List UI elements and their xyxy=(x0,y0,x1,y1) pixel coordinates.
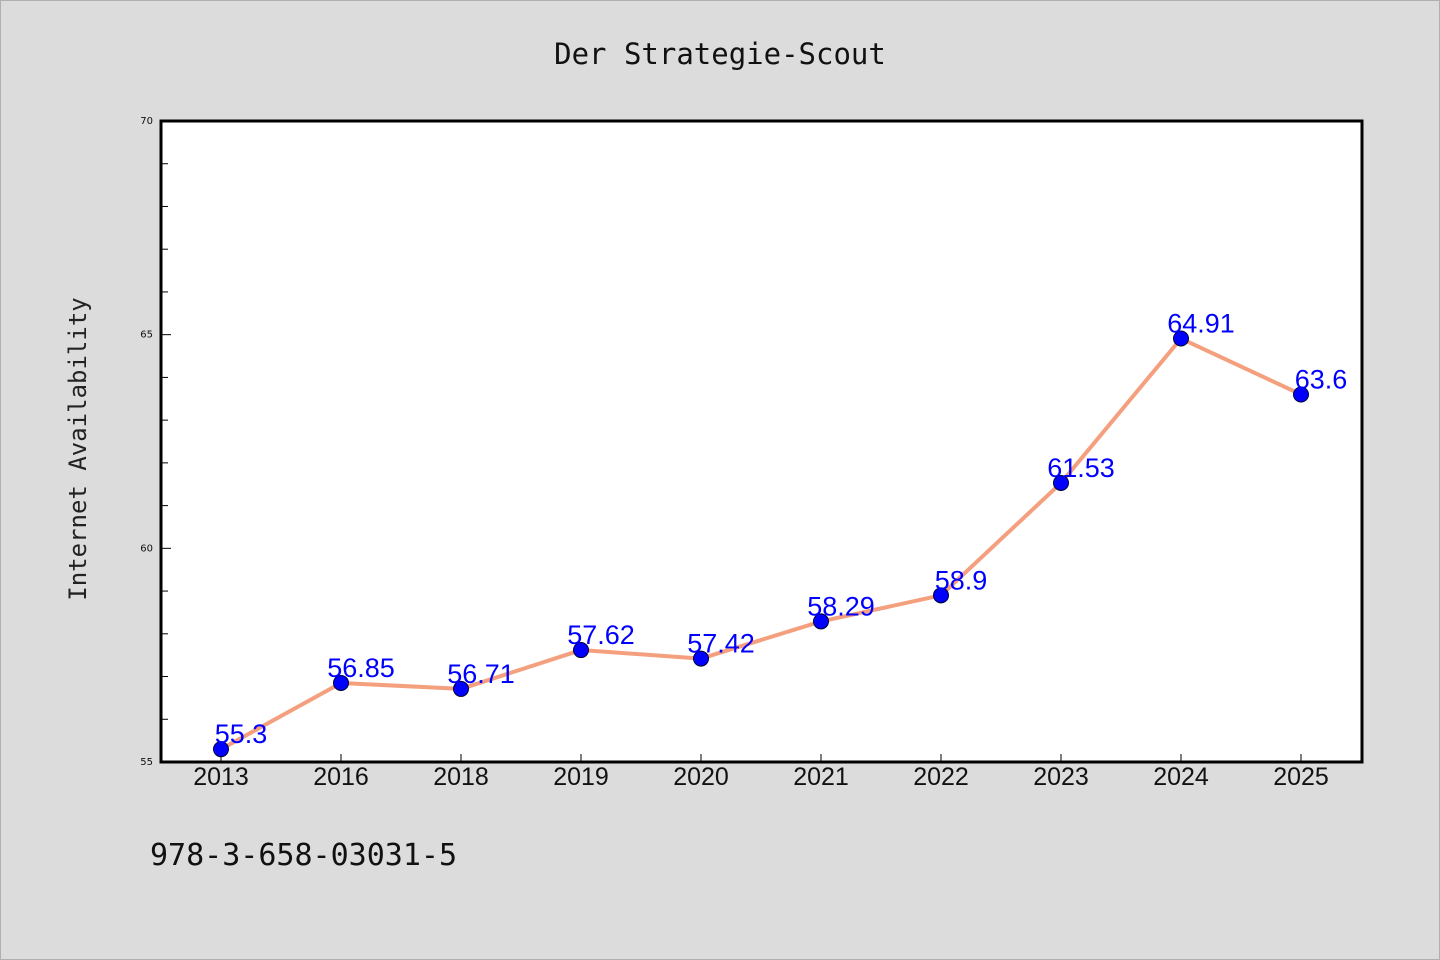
data-point xyxy=(333,674,349,691)
data-label: 61.53 xyxy=(1047,453,1115,483)
x-tick-label: 2024 xyxy=(1153,763,1209,791)
y-tick-label: 70 xyxy=(140,116,153,127)
footer-isbn: 978-3-658-03031-5 xyxy=(150,838,457,873)
x-tick-label: 2016 xyxy=(313,763,369,791)
data-point xyxy=(453,680,469,697)
x-tick-label: 2023 xyxy=(1033,763,1089,791)
data-point xyxy=(693,650,709,667)
data-label: 58.9 xyxy=(935,565,988,595)
y-tick-label: 55 xyxy=(140,757,153,768)
y-axis-label: Internet Availability xyxy=(64,297,92,600)
x-axis: 2013 2016 2018 2019 2020 2021 2022 2023 2024 2025 xyxy=(193,754,1329,791)
x-tick-label: 2025 xyxy=(1273,763,1329,791)
x-tick-label: 2018 xyxy=(433,763,489,791)
data-label: 57.62 xyxy=(567,620,635,650)
data-label: 63.6 xyxy=(1295,364,1348,394)
series-line xyxy=(219,336,1303,752)
x-tick-label: 2019 xyxy=(553,763,609,791)
y-axis: 55 60 65 70 xyxy=(140,116,171,768)
y-tick-label: 65 xyxy=(140,330,153,341)
data-label: 56.85 xyxy=(327,653,395,683)
plot-area xyxy=(159,119,1364,764)
data-label: 55.3 xyxy=(215,719,268,749)
data-point xyxy=(573,642,589,659)
data-point xyxy=(1053,474,1069,491)
chart-title: Der Strategie-Scout xyxy=(554,37,886,71)
data-label: 56.71 xyxy=(447,659,515,689)
data-label: 57.42 xyxy=(687,629,755,659)
data-point xyxy=(933,587,949,604)
x-tick-label: 2013 xyxy=(193,763,249,791)
y-tick-label: 60 xyxy=(140,543,153,554)
data-labels: 55.3 56.85 56.71 57.62 57.42 58.29 58.9 61.53 64… xyxy=(215,309,1348,750)
x-tick-label: 2020 xyxy=(673,763,729,791)
x-tick-label: 2021 xyxy=(793,763,849,791)
data-point xyxy=(1173,330,1189,347)
data-point xyxy=(813,613,829,630)
x-tick-label: 2022 xyxy=(913,763,969,791)
data-label: 64.91 xyxy=(1167,309,1235,339)
data-point xyxy=(213,741,229,758)
data-label: 58.29 xyxy=(807,591,875,621)
data-point xyxy=(1293,386,1309,403)
data-series xyxy=(213,330,1309,758)
